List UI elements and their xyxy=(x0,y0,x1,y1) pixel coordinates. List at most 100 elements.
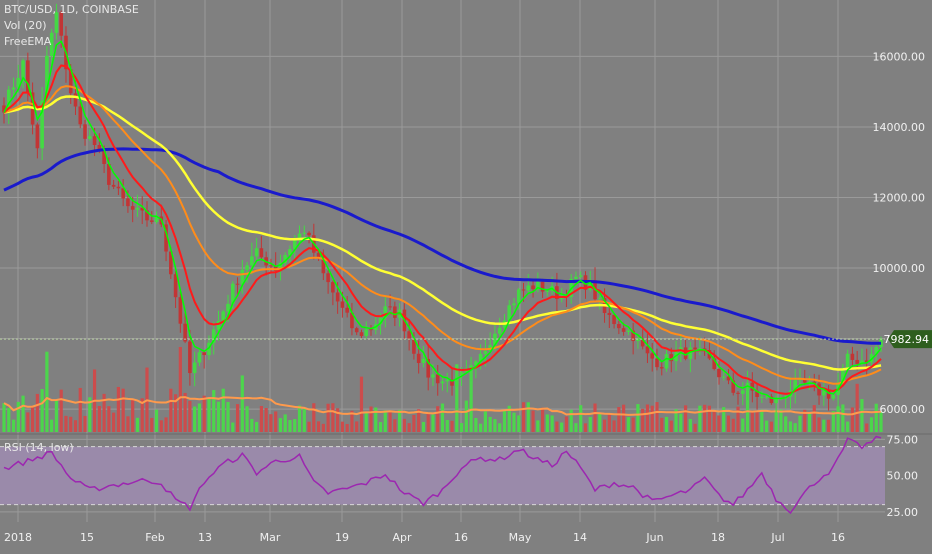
time-tick-label: 18 xyxy=(711,531,725,544)
volume-bar xyxy=(107,406,110,432)
volume-bar xyxy=(450,421,453,432)
volume-bar xyxy=(717,415,720,432)
volume-bar xyxy=(584,423,587,432)
price-tick-label: 6000.00 xyxy=(880,403,926,416)
volume-bar xyxy=(403,419,406,432)
volume-bar xyxy=(245,406,248,432)
volume-bar xyxy=(741,419,744,432)
volume-bar xyxy=(875,404,878,432)
volume-bar xyxy=(865,423,868,432)
candle-body xyxy=(741,390,745,393)
volume-bar xyxy=(279,418,282,432)
candle-body xyxy=(660,367,664,368)
candle-body xyxy=(78,107,82,125)
candle-body xyxy=(326,273,330,282)
volume-bar xyxy=(841,404,844,432)
volume-bar xyxy=(150,418,153,432)
volume-bar xyxy=(694,424,697,432)
volume-bar xyxy=(522,402,525,432)
candle-body xyxy=(455,375,459,386)
candle-body xyxy=(598,298,602,299)
volume-bar xyxy=(670,421,673,432)
candle-body xyxy=(693,348,697,349)
candle-body xyxy=(21,60,25,78)
volume-bar xyxy=(203,396,206,432)
volume-bar xyxy=(155,410,158,432)
volume-bar xyxy=(465,401,468,432)
volume-bar xyxy=(703,405,706,432)
ema-legend[interactable]: FreeEMA xyxy=(4,35,51,48)
volume-bar xyxy=(708,406,711,432)
volume-bar xyxy=(684,405,687,432)
candle-body xyxy=(202,352,206,355)
candle-body xyxy=(307,233,311,235)
volume-bar xyxy=(226,402,229,432)
time-tick-label: 14 xyxy=(573,531,587,544)
time-tick-label: Jun xyxy=(645,531,663,544)
candle-body xyxy=(822,391,826,396)
candle-body xyxy=(722,377,726,378)
candle-body xyxy=(136,208,140,210)
volume-bar xyxy=(184,393,187,432)
candle-body xyxy=(88,136,92,139)
volume-bar xyxy=(384,410,387,432)
volume-bar xyxy=(45,352,48,432)
volume-bar xyxy=(198,403,201,432)
volume-bar xyxy=(31,406,34,432)
rsi-legend[interactable]: RSI (14, low) xyxy=(4,441,74,454)
volume-bar xyxy=(60,390,63,432)
candle-body xyxy=(484,351,488,354)
time-tick-label: Feb xyxy=(145,531,164,544)
volume-bar xyxy=(412,415,415,432)
candle-body xyxy=(336,292,340,301)
volume-bar xyxy=(603,420,606,432)
volume-bar xyxy=(646,404,649,432)
time-tick-label: Jul xyxy=(770,531,784,544)
candle-body xyxy=(422,359,426,363)
volume-bar xyxy=(794,423,797,432)
volume-bar xyxy=(798,416,801,432)
volume-bar xyxy=(837,406,840,432)
volume-bar xyxy=(493,419,496,432)
volume-legend[interactable]: Vol (20) xyxy=(4,19,47,32)
volume-bar xyxy=(574,423,577,432)
candle-body xyxy=(345,308,349,313)
time-tick-label: 13 xyxy=(198,531,212,544)
symbol-title[interactable]: BTC/USD, 1D, COINBASE xyxy=(4,3,139,16)
volume-bar xyxy=(789,421,792,432)
volume-bar xyxy=(255,422,258,432)
volume-bar xyxy=(7,408,10,432)
candle-body xyxy=(627,331,631,332)
volume-bar xyxy=(79,388,82,432)
price-tick-label: 12000.00 xyxy=(873,191,926,204)
price-tick-label: 16000.00 xyxy=(873,50,926,63)
volume-bar xyxy=(64,416,67,432)
volume-bar xyxy=(565,416,568,432)
candle-body xyxy=(126,198,130,206)
candle-body xyxy=(360,332,364,336)
volume-bar xyxy=(779,410,782,432)
volume-bar xyxy=(760,410,763,432)
volume-bar xyxy=(660,418,663,432)
candle-body xyxy=(83,124,87,139)
volume-bar xyxy=(26,412,29,432)
candle-body xyxy=(226,304,230,312)
candle-body xyxy=(12,87,16,89)
candle-body xyxy=(93,136,97,145)
volume-bar xyxy=(303,409,306,432)
volume-bar xyxy=(503,410,506,432)
candle-body xyxy=(260,248,264,257)
time-tick-label: 19 xyxy=(335,531,349,544)
volume-bar xyxy=(217,402,220,432)
volume-bar xyxy=(379,422,382,432)
volume-bar xyxy=(298,405,301,432)
volume-bar xyxy=(436,406,439,432)
volume-bar xyxy=(827,420,830,432)
volume-bar xyxy=(498,423,501,432)
volume-bar xyxy=(284,414,287,432)
volume-bar xyxy=(117,387,120,432)
volume-bar xyxy=(860,399,863,432)
